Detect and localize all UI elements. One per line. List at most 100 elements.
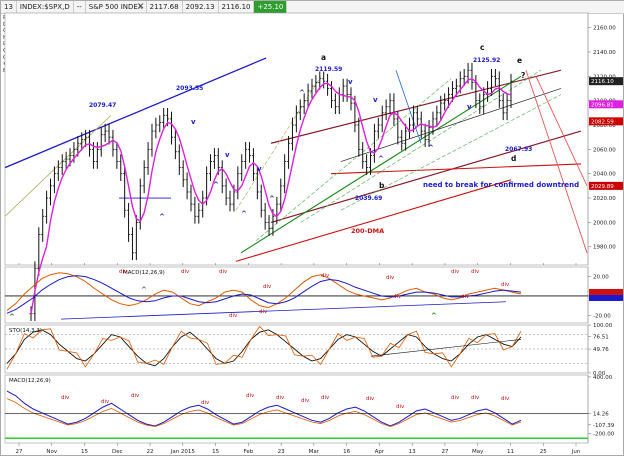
x-tick-label: 15	[81, 449, 88, 455]
chart-annotation: b	[379, 181, 385, 190]
macd-line	[6, 272, 522, 311]
lower-div-annotation: div	[246, 393, 255, 399]
y-tick-label: 2020.00	[593, 196, 616, 202]
chart-annotation: 2067.93	[505, 146, 532, 153]
x-tick-label: 11	[507, 449, 514, 455]
y-tick-label: 20.00	[593, 275, 609, 281]
macd-div-annotation: div	[229, 313, 238, 319]
wave-mark: ^	[241, 210, 247, 218]
pane-title: STO(14,3,3)	[9, 328, 42, 334]
index-name: S&P 500 INDEX	[86, 1, 147, 13]
chart-annotation: ?	[521, 71, 525, 80]
y-tick-label: 2060.00	[593, 147, 616, 153]
chart-annotation: e	[517, 56, 522, 65]
y-tick-label: -107.39	[593, 423, 615, 429]
macd-tag	[589, 288, 623, 295]
close-icon[interactable]: ✕	[137, 2, 145, 12]
macd-div-annotation: div	[501, 282, 510, 288]
close-value: 2116.10	[219, 1, 255, 13]
y-tick-label: 2000.00	[593, 220, 616, 226]
lower-div-annotation: div	[61, 395, 70, 401]
chart-annotation: 200-DMA	[351, 227, 384, 235]
moving-average-line	[30, 77, 512, 314]
x-tick-label: 27	[441, 449, 448, 455]
x-tick-label: 15	[212, 449, 219, 455]
y-tick-label: 2160.00	[593, 26, 616, 32]
macd-up-mark: ^	[9, 313, 15, 321]
200dma-line	[235, 179, 512, 262]
lower-div-annotation: div	[396, 404, 405, 410]
wave-mark: ^	[299, 89, 305, 97]
chart-number[interactable]: 13	[1, 1, 17, 13]
wave-mark: ^	[159, 213, 165, 221]
macd-div-annotation: div	[119, 269, 128, 275]
olive-dashed-line	[235, 76, 322, 211]
green-channel-1	[255, 78, 452, 241]
x-tick-label: Nov	[46, 449, 57, 455]
low-value: 2092.13	[183, 1, 219, 13]
wave-mark: v	[348, 78, 353, 86]
chart-annotation: 2119.59	[315, 66, 342, 73]
pane-frame	[4, 374, 589, 444]
green-channel-2	[300, 69, 542, 223]
x-tick-label: 22	[147, 449, 154, 455]
green-channel-3	[340, 94, 562, 211]
price-tag-label: 2029.89	[591, 184, 614, 190]
macd-div-annotation: div	[181, 269, 190, 275]
y-tick-label: 14.26	[593, 411, 609, 417]
pane-title: MACD(12,26,9)	[9, 378, 51, 384]
pane-frame	[4, 266, 589, 324]
macd-div-annotation: div	[393, 294, 402, 300]
macd-div-annotation: div	[259, 309, 268, 315]
price-tag	[589, 100, 623, 109]
lower-div-annotation: div	[101, 399, 110, 405]
blue-short-line	[395, 70, 422, 144]
lower-div-annotation: div	[201, 400, 210, 406]
lower-div-annotation: div	[131, 393, 140, 399]
chart-annotation: 2039.69	[355, 195, 382, 202]
chart-annotation: c	[480, 43, 484, 52]
wave-mark: v	[373, 96, 378, 104]
symbol-label[interactable]: INDEX:$SPX,D	[17, 1, 74, 13]
price-tag	[589, 77, 623, 86]
y-tick-label: 76.51	[593, 334, 609, 340]
wave-mark: v	[191, 118, 196, 126]
chart-annotation: d	[511, 154, 516, 163]
macd-div-annotation: div	[321, 273, 330, 279]
x-tick-label: 25	[540, 449, 547, 455]
wave-mark: ^	[213, 181, 219, 189]
wave-mark: v	[257, 165, 262, 173]
macd-div-annotation: div	[386, 275, 395, 281]
macd-div-annotation: div	[263, 284, 272, 290]
sto-d-line	[6, 325, 522, 370]
x-tick-label: 16	[343, 449, 350, 455]
y-tick-label: 49.76	[593, 347, 609, 353]
y-tick-label: -20.00	[593, 313, 611, 319]
lower-div-annotation: div	[276, 395, 285, 401]
wave-mark: v	[225, 151, 230, 159]
green-trendline	[240, 75, 522, 254]
pane-title: MACD(12,26,9)	[123, 270, 165, 276]
x-tick-label: 27	[16, 449, 23, 455]
macd-up-mark: ^	[141, 286, 147, 294]
x-tick-label: May	[472, 449, 484, 455]
y-tick-label: 100.00	[593, 323, 613, 329]
lower-div-annotation: div	[501, 396, 510, 402]
x-tick-label: 13	[409, 449, 416, 455]
blue-trendline	[4, 57, 267, 169]
lower-signal-line	[6, 398, 522, 427]
y-tick-label: 1980.00	[593, 245, 616, 251]
macd-div-annotation: div	[219, 269, 228, 275]
signal-line	[6, 275, 522, 314]
red-projection-2	[535, 76, 588, 187]
chart-annotation: need to break for confirmed downtrend	[423, 181, 579, 189]
y-tick-label: 2080.00	[593, 123, 616, 129]
pane-frame	[4, 324, 589, 374]
sto-trendline	[370, 339, 522, 357]
price-tag	[589, 117, 623, 126]
wave-mark: ^	[269, 195, 275, 203]
red-projection-1	[525, 70, 588, 253]
chart-annotation: 2125.92	[473, 57, 500, 64]
